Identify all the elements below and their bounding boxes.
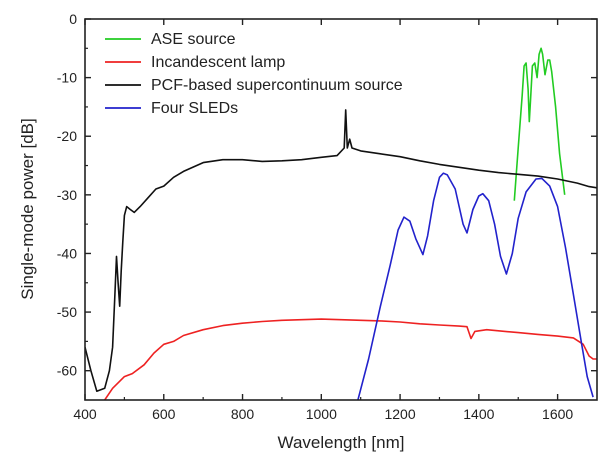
legend-label-4: Four SLEDs: [151, 100, 238, 117]
y-axis-title: Single-mode power [dB]: [18, 118, 37, 299]
y-tick-label: -30: [57, 187, 77, 203]
series-line-2: [105, 319, 597, 400]
y-tick-label: -40: [57, 245, 77, 261]
x-tick-label: 1400: [463, 406, 494, 422]
y-tick-label: -20: [57, 128, 77, 144]
x-tick-label: 800: [231, 406, 255, 422]
y-tick-label: -60: [57, 363, 77, 379]
y-tick-label: -50: [57, 304, 77, 320]
x-tick-label: 1200: [384, 406, 415, 422]
x-tick-label: 600: [152, 406, 176, 422]
legend-label-2: Incandescent lamp: [151, 54, 285, 71]
series-line-3: [85, 110, 597, 391]
series-line-4: [358, 173, 593, 400]
x-axis-title: Wavelength [nm]: [278, 433, 405, 452]
x-tick-label: 400: [73, 406, 97, 422]
y-tick-label: 0: [69, 11, 77, 27]
legend-label-3: PCF-based supercontinuum source: [151, 77, 403, 94]
x-tick-label: 1600: [542, 406, 573, 422]
x-tick-label: 1000: [306, 406, 337, 422]
tick-layer: 400 600 800 1000 1200 1400 1600 0 -10 -20 -30 -40 -5…: [57, 11, 597, 422]
y-tick-label: -10: [57, 70, 77, 86]
legend-label-1: ASE source: [151, 31, 236, 48]
legend: ASE source Incandescent lamp PCF-based sup…: [105, 31, 403, 117]
